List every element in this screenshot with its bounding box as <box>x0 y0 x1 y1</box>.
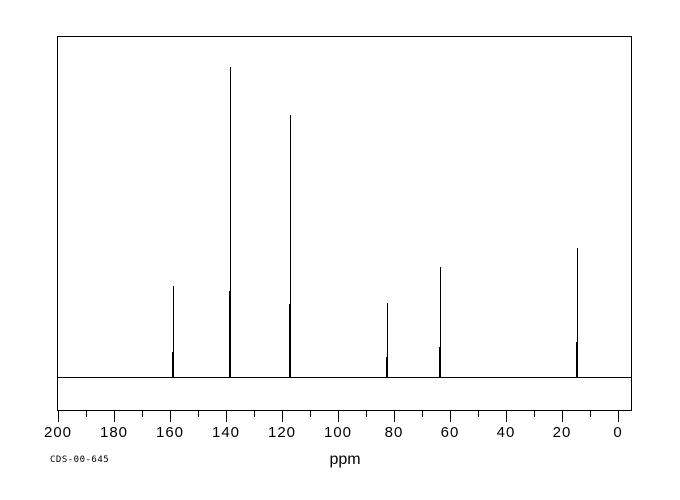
x-axis-tick-label: 0 <box>613 424 623 441</box>
nmr-peak <box>290 115 291 378</box>
spectrum-id-label: CDS-00-645 <box>50 455 110 465</box>
x-axis-minor-tick <box>590 411 591 417</box>
x-axis-major-tick <box>226 411 227 422</box>
nmr-peak-base <box>439 347 441 378</box>
x-axis-tick-label: 140 <box>211 424 241 441</box>
x-axis-major-tick <box>282 411 283 422</box>
nmr-peak-base <box>576 342 578 378</box>
x-axis-major-tick <box>450 411 451 422</box>
x-axis-minor-tick <box>310 411 311 417</box>
x-axis-minor-tick <box>366 411 367 417</box>
nmr-peak-base <box>229 291 231 378</box>
x-axis-tick-label: 60 <box>440 424 460 441</box>
x-axis-major-tick <box>394 411 395 422</box>
x-axis-tick-label: 40 <box>496 424 516 441</box>
x-axis-major-tick <box>506 411 507 422</box>
x-axis-tick-label: 200 <box>43 424 73 441</box>
x-axis-major-tick <box>170 411 171 422</box>
x-axis-tick-label: 180 <box>99 424 129 441</box>
x-axis-major-tick <box>338 411 339 422</box>
x-axis-tick-label: 120 <box>267 424 297 441</box>
nmr-peak <box>440 267 441 378</box>
x-axis-major-tick <box>618 411 619 422</box>
nmr-peak <box>387 303 388 378</box>
x-axis-major-tick <box>114 411 115 422</box>
x-axis-tick-label: 100 <box>323 424 353 441</box>
x-axis-minor-tick <box>254 411 255 417</box>
x-axis-tick-label: 80 <box>384 424 404 441</box>
x-axis-minor-tick <box>478 411 479 417</box>
nmr-peak-base <box>386 357 388 378</box>
x-axis-minor-tick <box>534 411 535 417</box>
x-axis-tick-label: 160 <box>155 424 185 441</box>
nmr-peak <box>173 286 174 378</box>
nmr-peak-base <box>289 304 291 378</box>
spectrum-baseline <box>57 377 632 378</box>
nmr-peak-base <box>172 352 174 378</box>
x-axis-major-tick <box>562 411 563 422</box>
x-axis-minor-tick <box>198 411 199 417</box>
x-axis-tick-label: 20 <box>552 424 572 441</box>
x-axis-minor-tick <box>142 411 143 417</box>
plot-frame <box>57 36 632 411</box>
nmr-peak <box>230 67 231 378</box>
x-axis-unit-label: ppm <box>329 451 361 468</box>
nmr-peak <box>577 248 578 378</box>
x-axis-major-tick <box>58 411 59 422</box>
x-axis-minor-tick <box>422 411 423 417</box>
x-axis-minor-tick <box>86 411 87 417</box>
